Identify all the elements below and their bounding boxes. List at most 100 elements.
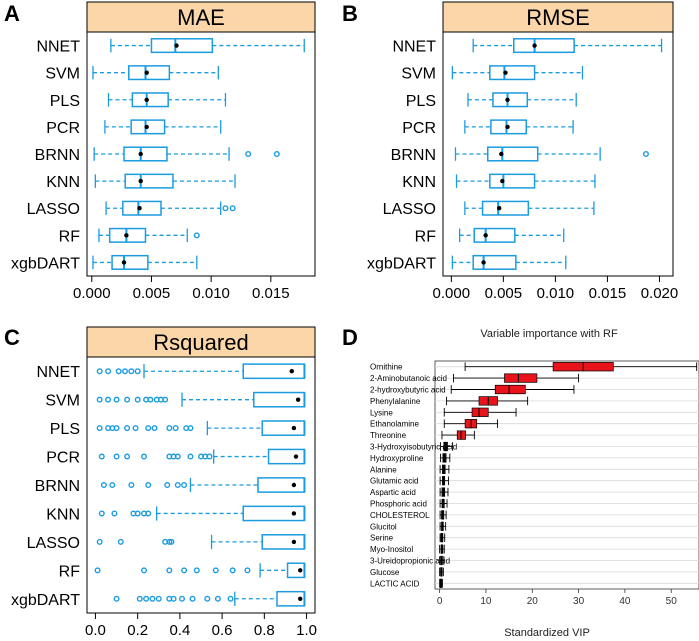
x-axis-label: Standardized VIP [504, 627, 590, 639]
mean-dot [138, 178, 143, 184]
box-knn [455, 173, 596, 189]
category-label: BRNN [35, 478, 80, 495]
outlier-point [113, 396, 120, 403]
vip-box [464, 362, 698, 372]
category-label: xgbDART [11, 592, 80, 609]
vip-box [443, 407, 517, 417]
outlier-point [96, 425, 103, 432]
panel-letter-d: D [342, 325, 358, 350]
vip-box [440, 453, 451, 463]
x-tick-label: 0.4 [169, 622, 190, 639]
category-label: PLS [50, 421, 80, 438]
outlier-point [178, 595, 185, 602]
mean-dot [144, 70, 149, 75]
panel-title: Rsquared [153, 330, 248, 355]
outlier-point [140, 453, 147, 460]
outlier-point [181, 567, 188, 574]
mean-dot [291, 511, 297, 516]
variable-label: 2-hydroxybutyric acid [370, 386, 446, 395]
box-pcr [98, 448, 306, 465]
mean-dot [505, 124, 510, 130]
strip-header [86, 1, 316, 33]
box-rf [94, 562, 306, 579]
vip-box [446, 396, 529, 406]
panel-title: Variable importance with RF [480, 328, 618, 340]
outlier-point [174, 453, 181, 460]
x-tick-label: 40 [619, 596, 631, 607]
outlier-point [121, 368, 128, 375]
vip-box [439, 521, 447, 531]
category-label: SVM [45, 393, 80, 410]
outlier-point [94, 567, 101, 574]
mean-dot [481, 260, 486, 265]
category-label: NNET [392, 39, 436, 56]
outlier-point [187, 453, 194, 460]
outlier-point [136, 595, 143, 602]
outlier-point [206, 453, 213, 460]
outlier-point [170, 595, 177, 602]
panel-title: MAE [177, 5, 225, 30]
vip-box [439, 510, 447, 520]
variable-label: Threonine [370, 431, 407, 440]
mean-dot [124, 233, 129, 238]
mean-dot [532, 43, 537, 48]
mean-dot [137, 206, 142, 211]
outlier-point [140, 567, 147, 574]
plot-frame [86, 31, 316, 277]
x-tick-label: 0.010 [192, 285, 230, 302]
panel-letter-b: B [342, 1, 358, 26]
variable-label: Serine [370, 534, 394, 543]
variable-label: Ethanolamine [370, 420, 419, 429]
x-tick-label: 0 [437, 596, 443, 607]
outlier-point [98, 453, 105, 460]
outlier-point [642, 150, 649, 157]
x-tick-label: 50 [666, 596, 678, 607]
outlier-point [222, 205, 229, 212]
box-brnn [100, 477, 306, 493]
x-tick-label: 0.000 [73, 285, 111, 302]
outlier-point [145, 482, 152, 489]
x-tick-label: 20 [527, 596, 539, 607]
iqr-box [481, 200, 530, 216]
vip-box [439, 487, 449, 497]
panel-letter-c: C [4, 325, 20, 350]
x-tick-label: 0.6 [212, 622, 233, 639]
outlier-point [164, 482, 171, 489]
outlier-point [132, 425, 139, 432]
outlier-point [193, 567, 200, 574]
variable-label: LACTIC ACID [370, 579, 420, 588]
box-brnn [454, 146, 649, 162]
panel-d: D Variable importance with RF 0 10 20 30 40 50 O… [342, 325, 699, 639]
variable-label: Alanine [370, 465, 397, 474]
mean-dot [138, 151, 143, 157]
box-nnet [96, 363, 306, 380]
category-label: LASSO [27, 201, 80, 218]
iqr-box [131, 92, 169, 108]
mean-dot [298, 568, 303, 573]
category-label: BRNN [35, 147, 80, 164]
outlier-point [149, 595, 156, 602]
variable-label: Myo-Inositol [370, 545, 413, 554]
category-label: PLS [50, 93, 80, 110]
iqr-box [473, 227, 516, 243]
box-lasso [96, 534, 306, 550]
box-svm [96, 391, 306, 408]
outlier-point [168, 538, 175, 545]
iqr-box [494, 384, 526, 395]
x-tick-label: 0.2 [127, 622, 148, 639]
x-tick-label: 30 [573, 596, 585, 607]
iqr-box [472, 254, 517, 270]
vip-box [439, 476, 449, 486]
outlier-point [244, 567, 251, 574]
category-label: KNN [402, 174, 436, 191]
iqr-box [128, 65, 171, 81]
outlier-point [98, 510, 105, 517]
category-label: xgbDART [367, 255, 436, 272]
vip-box [439, 578, 443, 588]
outlier-point [134, 510, 141, 517]
outlier-point [187, 425, 194, 432]
iqr-box [513, 38, 575, 54]
mean-dot [293, 454, 299, 459]
outlier-point [124, 453, 131, 460]
category-label: KNN [46, 174, 80, 191]
